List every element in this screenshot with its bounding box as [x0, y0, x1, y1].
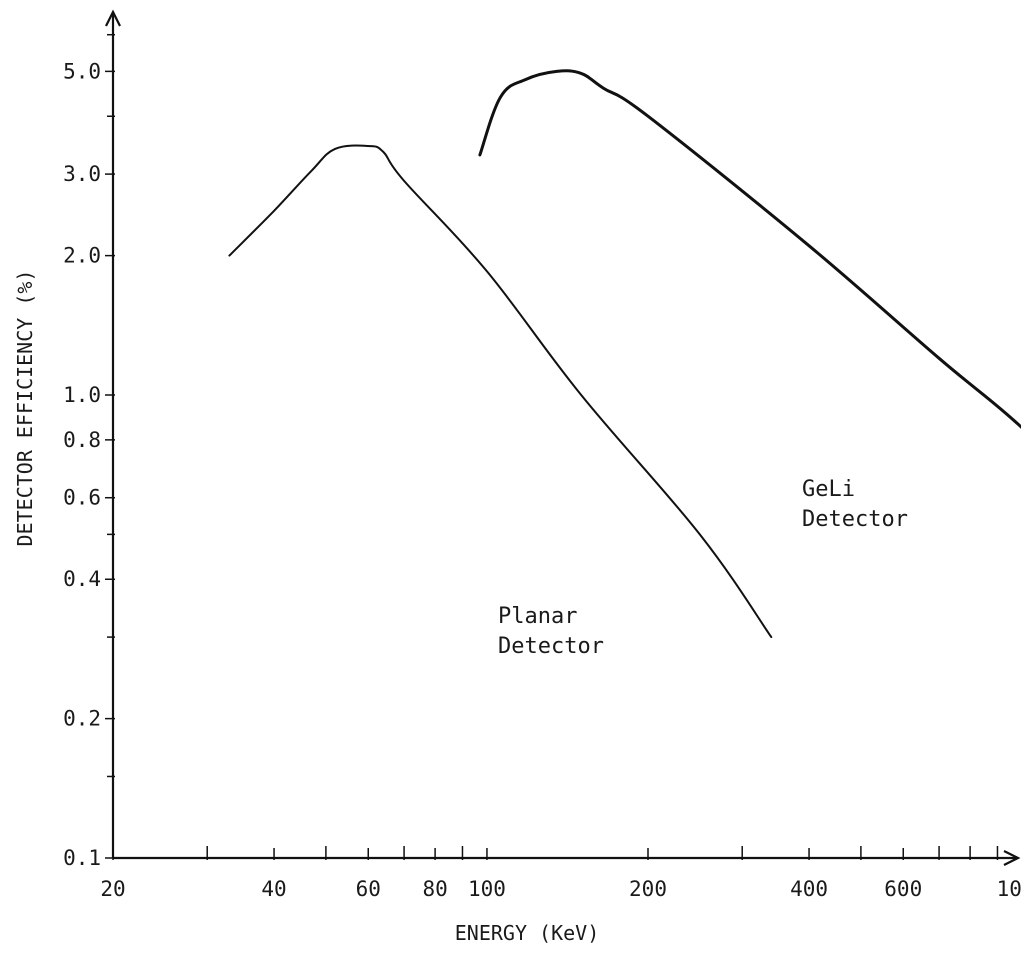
- tick-labels: 0.1 0.2 0.4 0.6 0.8 1.0 2.0 3.0 5.0 20 40 60 80 100 20…: [63, 59, 1021, 901]
- y-tick-label: 1.0: [63, 383, 101, 407]
- x-axis-title: ENERGY (KeV): [455, 921, 600, 945]
- series-line-planar-detector: [228, 144, 773, 639]
- y-axis-arrow: [105, 9, 121, 27]
- x-axis-arrow: [1003, 850, 1021, 866]
- series-label-planar-detector-line1: Planar: [498, 604, 577, 629]
- series-labels: Planar Detector GeLi Detector: [498, 477, 908, 659]
- axes: [105, 9, 1021, 866]
- y-axis-title: DETECTOR EFFICIENCY (%): [13, 270, 37, 547]
- y-tick-label: 5.0: [63, 59, 101, 83]
- y-tick-label: 0.8: [63, 428, 101, 452]
- y-tick-label: 0.2: [63, 707, 101, 731]
- y-tick-label: 0.4: [63, 567, 101, 591]
- x-tick-label: 60: [356, 877, 381, 901]
- x-tick-label: 80: [422, 877, 447, 901]
- x-tick-label: 100: [468, 877, 506, 901]
- series-label-geli-detector-line1: GeLi: [802, 477, 855, 502]
- y-tick-label: 2.0: [63, 244, 101, 268]
- x-tick-label: 20: [100, 877, 125, 901]
- x-tick-label: 1000: [997, 877, 1021, 901]
- axis-ticks: [105, 33, 999, 860]
- series-line-geli-detector: [478, 69, 1021, 429]
- y-tick-label: 0.6: [63, 486, 101, 510]
- x-tick-label: 600: [884, 877, 922, 901]
- x-tick-label: 40: [261, 877, 286, 901]
- series-curves: [228, 69, 1021, 639]
- x-tick-label: 200: [629, 877, 667, 901]
- y-tick-label: 3.0: [63, 162, 101, 186]
- x-tick-label: 400: [790, 877, 828, 901]
- series-label-geli-detector-line2: Detector: [802, 507, 908, 532]
- y-tick-label: 0.1: [63, 846, 101, 870]
- series-label-planar-detector-line2: Detector: [498, 634, 604, 659]
